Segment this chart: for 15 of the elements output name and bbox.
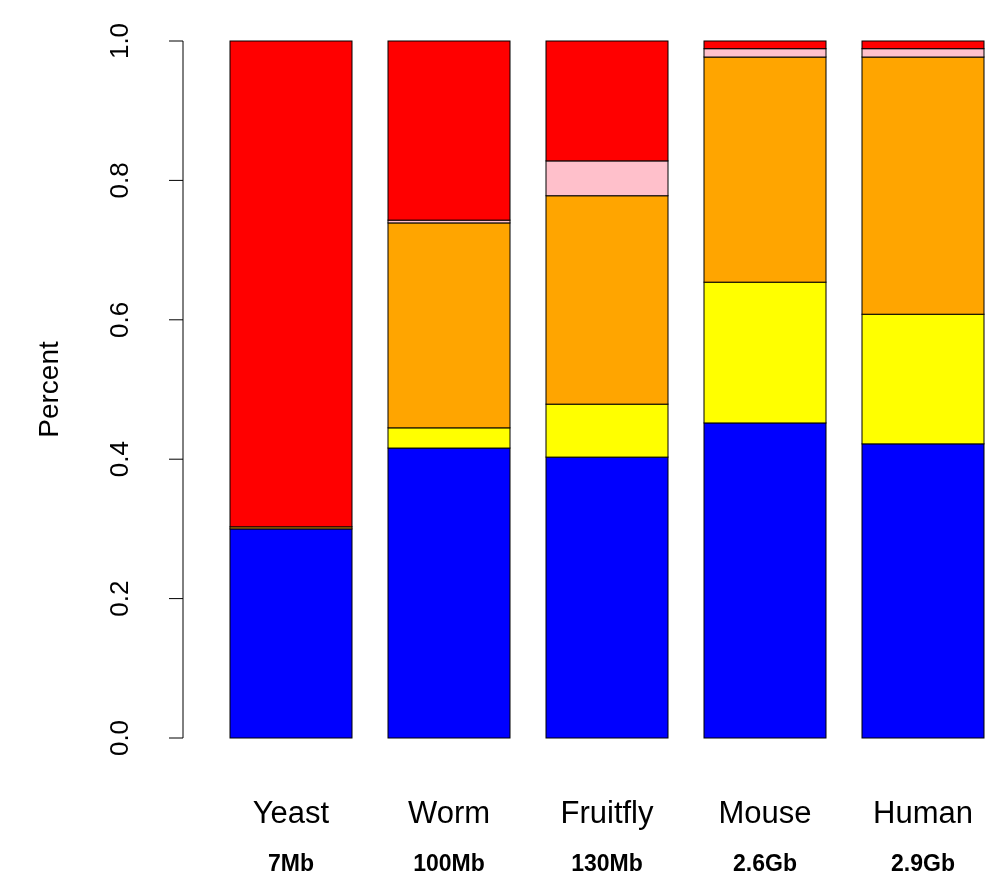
x-tick-label: Worm 100Mb bbox=[407, 795, 491, 876]
x-tick-label: Human 2.9Gb bbox=[873, 795, 973, 876]
x-tick-label: Yeast 7Mb bbox=[252, 795, 330, 876]
y-tick-label: 0.6 bbox=[104, 301, 134, 338]
y-tick-label: 0.8 bbox=[104, 162, 134, 199]
y-tick-label: 0.0 bbox=[104, 719, 134, 757]
bar bbox=[229, 528, 353, 739]
bar bbox=[387, 40, 511, 221]
y-tick-label: 1.0 bbox=[104, 22, 134, 60]
bar bbox=[229, 40, 353, 528]
x-tick-label: Mouse 2.6Gb bbox=[718, 795, 812, 876]
x-tick-label: Fruitfly 130Mb bbox=[560, 795, 654, 876]
y-tick-label: 0.4 bbox=[104, 441, 134, 478]
y-axis-title: Percent bbox=[32, 341, 64, 438]
y-tick-label: 0.2 bbox=[104, 580, 134, 617]
